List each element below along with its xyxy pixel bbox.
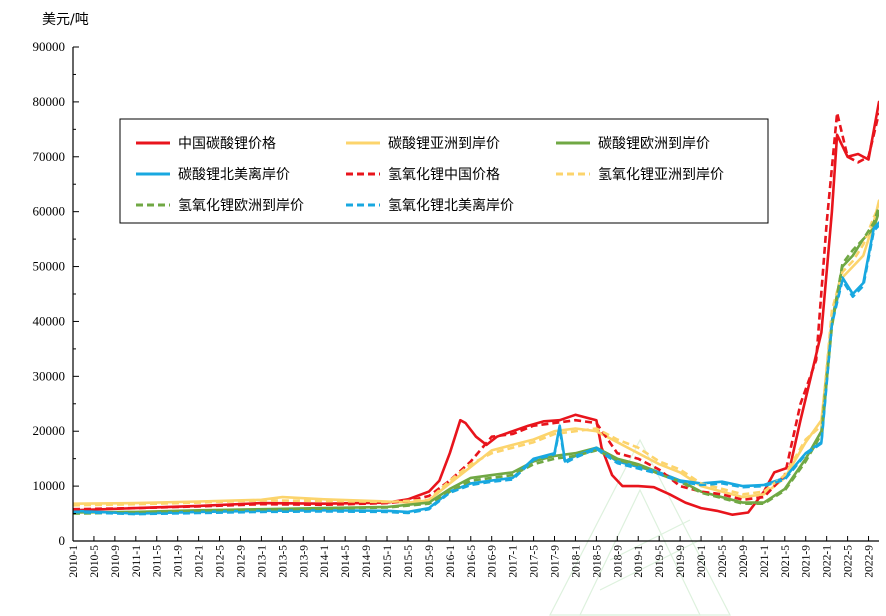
legend-item: 氢氧化锂亚洲到岸价: [556, 167, 724, 183]
x-tick-label: 2015-9: [424, 545, 436, 578]
x-tick-label: 2016-9: [487, 545, 499, 578]
x-tick-label: 2022-1: [822, 545, 834, 578]
chart-legend: 中国碳酸锂价格 碳酸锂亚洲到岸价 碳酸锂欧洲到岸价碳酸锂北美离岸价 氢氧化锂中国价格氢…: [119, 118, 769, 224]
series-line-7: [73, 205, 879, 515]
watermark-logo: [549, 438, 731, 616]
x-tick-label: 2018-1: [570, 545, 582, 578]
y-tick-label: 20000: [33, 423, 66, 438]
legend-item: 碳酸锂欧洲到岸价: [556, 136, 710, 152]
x-tick-label: 2014-1: [319, 545, 331, 578]
x-tick-label: 2021-1: [759, 545, 771, 578]
x-tick-label: 2015-5: [403, 545, 415, 578]
x-tick-label: 2011-1: [131, 545, 143, 577]
x-tick-label: 2016-5: [466, 545, 478, 578]
x-tick-label: 2013-5: [277, 545, 289, 578]
series-lines: [73, 100, 879, 516]
x-tick-label: 2019-5: [654, 545, 666, 578]
legend-label: 氢氧化锂亚洲到岸价: [598, 167, 724, 183]
legend-label: 氢氧化锂欧洲到岸价: [178, 198, 304, 214]
x-tick-label: 2012-9: [235, 545, 247, 578]
x-tick-label: 2013-9: [298, 545, 310, 578]
x-axis-ticks: 2010-1 2010-5 2010-9 2011-1 2011-5 2011-9 2012…: [68, 536, 876, 578]
legend-item: 氢氧化锂中国价格: [346, 167, 500, 183]
x-tick-label: 2022-5: [843, 545, 855, 578]
y-tick-label: 10000: [33, 478, 66, 493]
legend-item: 氢氧化锂北美离岸价: [346, 197, 514, 214]
series-line-1: [73, 100, 879, 516]
legend-item: 氢氧化锂欧洲到岸价: [136, 198, 304, 214]
legend-label: 中国碳酸锂价格: [178, 136, 276, 152]
y-axis-unit-label: 美元/吨: [42, 12, 89, 28]
x-tick-label: 2012-5: [215, 545, 227, 578]
series-line-2: [73, 199, 879, 505]
legend-item: 中国碳酸锂价格: [136, 136, 276, 152]
y-tick-label: 30000: [33, 368, 66, 383]
x-tick-label: 2010-9: [110, 545, 122, 578]
x-tick-label: 2017-9: [550, 545, 562, 578]
x-tick-label: 2022-9: [864, 545, 876, 578]
x-tick-label: 2010-5: [89, 545, 101, 578]
legend-label: 碳酸锂亚洲到岸价: [388, 136, 500, 152]
y-tick-label: 60000: [33, 204, 66, 219]
legend-label: 碳酸锂欧洲到岸价: [598, 136, 710, 152]
legend-item: 碳酸锂亚洲到岸价: [346, 136, 500, 152]
y-tick-label: 50000: [33, 259, 66, 274]
x-tick-label: 2021-5: [780, 545, 792, 578]
y-tick-label: 0: [59, 533, 66, 548]
x-tick-label: 2019-1: [633, 545, 645, 578]
y-tick-label: 70000: [33, 149, 66, 164]
x-tick-label: 2021-9: [801, 545, 813, 578]
x-tick-label: 2011-9: [173, 545, 185, 577]
x-tick-label: 2020-5: [717, 545, 729, 578]
y-tick-label: 80000: [33, 94, 66, 109]
x-tick-label: 2019-9: [675, 545, 687, 578]
series-line-8: [73, 224, 879, 516]
x-tick-label: 2015-1: [382, 545, 394, 578]
y-tick-label: 90000: [33, 39, 66, 54]
legend-item: 碳酸锂北美离岸价: [136, 166, 290, 183]
legend-box: [119, 118, 769, 224]
x-tick-label: 2013-1: [256, 545, 268, 578]
x-tick-label: 2020-9: [738, 545, 750, 578]
y-tick-label: 40000: [33, 313, 66, 328]
y-axis-ticks: 0 10000 20000 30000 40000 50000 60000 70000 8000…: [33, 39, 79, 548]
x-tick-label: 2012-1: [194, 545, 206, 578]
x-tick-label: 2017-1: [508, 545, 520, 578]
series-line-4: [73, 221, 879, 515]
x-tick-label: 2018-9: [612, 545, 624, 578]
x-tick-label: 2018-5: [591, 545, 603, 578]
x-tick-label: 2017-5: [529, 545, 541, 578]
legend-label: 氢氧化锂北美离岸价: [388, 197, 514, 214]
series-line-6: [73, 205, 879, 507]
x-tick-label: 2011-5: [152, 545, 164, 577]
legend-label: 氢氧化锂中国价格: [388, 167, 500, 183]
legend-label: 碳酸锂北美离岸价: [178, 166, 290, 183]
x-tick-label: 2014-9: [361, 545, 373, 578]
x-tick-label: 2020-1: [696, 545, 708, 578]
x-tick-label: 2016-1: [445, 545, 457, 578]
x-tick-label: 2010-1: [68, 545, 80, 578]
x-tick-label: 2014-5: [340, 545, 352, 578]
series-line-3: [73, 210, 879, 514]
